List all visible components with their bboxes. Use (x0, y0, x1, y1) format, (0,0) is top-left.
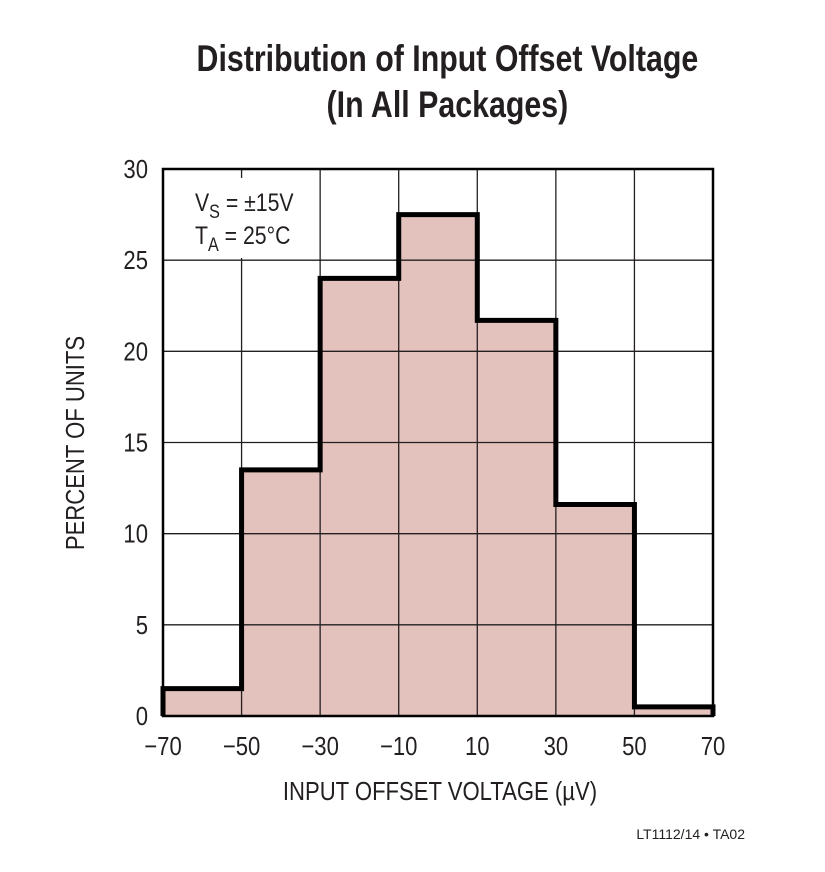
y-tick-label: 5 (136, 611, 148, 640)
y-axis-label: PERCENT OF UNITS (61, 336, 90, 550)
histogram-bar (555, 504, 635, 716)
chart-title: Distribution of Input Offset Voltage (196, 38, 699, 79)
y-tick-label: 30 (123, 155, 148, 184)
histogram-outline (160, 212, 716, 716)
histogram-bar (320, 278, 399, 716)
x-tick-label: −10 (380, 732, 417, 761)
histogram-bar (241, 469, 321, 716)
histogram-bar (163, 688, 242, 716)
x-tick-label: −50 (223, 732, 260, 761)
x-tick-label: 70 (701, 732, 726, 761)
x-tick-label: 30 (544, 732, 569, 761)
x-axis-label: INPUT OFFSET VOLTAGE (µV) (283, 777, 597, 806)
x-tick-label: 50 (622, 732, 647, 761)
annotation-supply-voltage: VS = ±15V (195, 188, 294, 222)
x-tick-label: 10 (465, 732, 490, 761)
chart-subtitle: (In All Packages) (326, 84, 569, 125)
y-tick-label: 15 (123, 429, 148, 458)
figure-id: LT1112/14 • TA02 (636, 826, 745, 842)
x-tick-label: −30 (301, 732, 338, 761)
y-tick-label: 25 (123, 247, 148, 276)
annotation-background (185, 178, 317, 258)
histogram-bar (634, 706, 713, 716)
plot-frame (161, 167, 715, 718)
y-tick-label: 10 (123, 520, 148, 549)
y-tick-label: 20 (123, 338, 148, 367)
y-tick-label: 0 (136, 702, 148, 731)
histogram-bar (477, 320, 556, 716)
annotation-temperature: TA = 25°C (195, 221, 290, 255)
x-tick-label: −70 (144, 732, 181, 761)
histogram-bar (398, 214, 478, 717)
